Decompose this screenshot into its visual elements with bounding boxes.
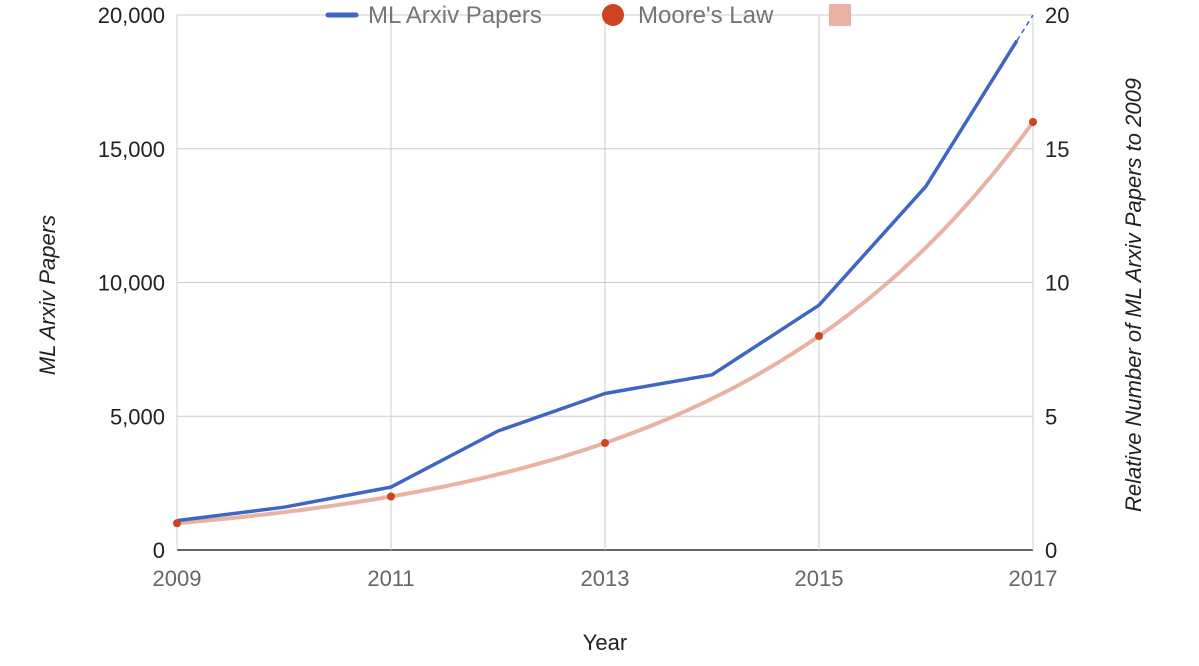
series-layer — [173, 14, 1037, 528]
legend-ml-arxiv-label: ML Arxiv Papers — [368, 2, 542, 29]
y-left-tick-label: 5,000 — [110, 404, 165, 429]
axes: ML Arxiv Papers Relative Number of ML Ar… — [35, 3, 1146, 655]
y-right-tick-label: 20 — [1045, 3, 1069, 28]
ml-arxiv-papers-dashed-line — [1016, 14, 1034, 42]
y-left-tick-label: 15,000 — [98, 137, 165, 162]
moores-law-point — [173, 519, 181, 528]
x-tick-label: 2011 — [367, 566, 414, 591]
y-right-tick-label: 5 — [1045, 404, 1057, 429]
ml-arxiv-papers-line — [176, 39, 1019, 523]
y-right-tick-label: 10 — [1045, 271, 1069, 296]
x-tick-label: 2017 — [1009, 566, 1058, 591]
y-axis-left-title: ML Arxiv Papers — [35, 215, 60, 375]
legend-moores-law-label: Moore's Law — [638, 2, 774, 29]
moores-law-point — [387, 492, 395, 501]
y-axis-right-title: Relative Number of ML Arxiv Papers to 20… — [1121, 78, 1146, 512]
x-tick-label: 2009 — [153, 566, 202, 591]
x-axis-title: Year — [583, 630, 627, 655]
y-right-tick-label: 15 — [1045, 137, 1069, 162]
legend-trend-square-swatch — [829, 4, 851, 26]
y-right-tick-label: 0 — [1045, 538, 1057, 563]
y-left-tick-label: 0 — [153, 538, 165, 563]
y-left-tick-label: 20,000 — [98, 3, 165, 28]
y-left-tick-label: 10,000 — [98, 271, 165, 296]
moores-law-point — [1029, 118, 1037, 126]
moores-law-point — [815, 332, 823, 340]
grid — [176, 14, 1034, 551]
moores-law-point — [601, 439, 609, 447]
x-tick-label: 2013 — [581, 566, 630, 591]
legend: ML Arxiv Papers Moore's Law — [325, 2, 851, 29]
legend-moores-law-dot-swatch — [602, 4, 624, 26]
x-tick-label: 2015 — [795, 566, 844, 591]
